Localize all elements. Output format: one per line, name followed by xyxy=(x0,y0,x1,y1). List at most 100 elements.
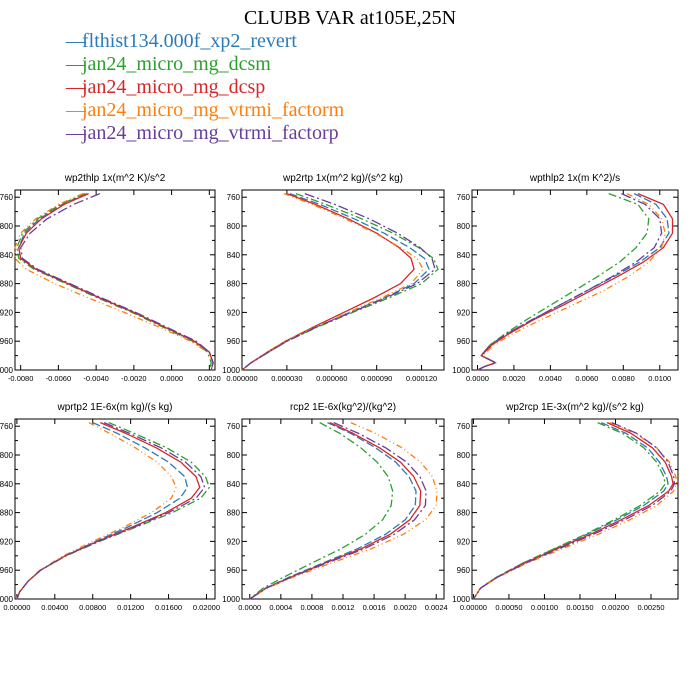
series-line-3 xyxy=(241,192,415,371)
y-tick-label: 960 xyxy=(457,337,471,346)
series-line-3 xyxy=(249,422,422,600)
panel-title: wp2rtp 1x(m^2 kg)/(s^2 kg) xyxy=(282,173,403,184)
x-tick-label: 0.01200 xyxy=(117,603,144,612)
y-tick-label: 960 xyxy=(227,566,241,575)
legend-line-swatch: — xyxy=(66,76,86,98)
y-tick-label: 880 xyxy=(227,509,241,518)
legend-entry: —jan24_micro_mg_vtrmi_factorm xyxy=(66,99,344,122)
x-tick-label: 0.00250 xyxy=(637,603,664,612)
y-tick-label: 920 xyxy=(227,537,241,546)
y-tick-label: 880 xyxy=(457,509,471,518)
x-tick-label: 0.0080 xyxy=(612,374,635,383)
figure-title: CLUBB VAR at105E,25N xyxy=(243,7,457,29)
x-tick-label: 0.0000 xyxy=(160,374,183,383)
series-line-3 xyxy=(18,193,214,371)
y-tick-label: 960 xyxy=(457,566,471,575)
series-line-5 xyxy=(16,422,206,600)
legend-line-swatch: — xyxy=(66,99,86,121)
plot-frame xyxy=(471,418,679,600)
y-tick-label: 920 xyxy=(0,308,14,317)
y-tick-label: 1000 xyxy=(222,595,240,604)
y-tick-label: 920 xyxy=(227,308,241,317)
series-line-1 xyxy=(477,193,670,371)
panel-4: wprtp2 1E-6x(m kg)/(s kg) 760 800 840 880 920… xyxy=(0,402,220,612)
x-tick-label: -0.0060 xyxy=(46,374,71,383)
y-tick-label: 960 xyxy=(0,337,14,346)
y-tick-label: 760 xyxy=(227,422,241,431)
series-line-5 xyxy=(472,422,676,600)
x-tick-label: 0.00150 xyxy=(566,603,593,612)
series-line-1 xyxy=(249,422,417,600)
y-tick-label: 840 xyxy=(227,251,241,260)
series-line-2 xyxy=(249,422,394,600)
x-tick-label: 0.00400 xyxy=(41,603,68,612)
y-tick-label: 840 xyxy=(227,480,241,489)
legend-entry: —jan24_micro_mg_vtrmi_factorp xyxy=(66,122,344,145)
series-line-5 xyxy=(477,193,663,371)
series-line-2 xyxy=(472,422,666,600)
x-tick-label: 0.000000 xyxy=(226,374,257,383)
series-line-3 xyxy=(477,193,674,371)
x-tick-label: 0.00100 xyxy=(531,603,558,612)
y-tick-label: 800 xyxy=(457,222,471,231)
plot-frame xyxy=(471,189,679,371)
legend-entry: —jan24_micro_mg_dcsm xyxy=(66,53,344,76)
legend-entry: —jan24_micro_mg_dcsp xyxy=(66,76,344,99)
x-tick-label: 0.000060 xyxy=(316,374,347,383)
x-tick-label: 0.0012 xyxy=(332,603,355,612)
x-tick-label: 0.000090 xyxy=(361,374,392,383)
x-tick-label: -0.0080 xyxy=(8,374,33,383)
y-tick-label: 760 xyxy=(0,422,14,431)
x-tick-label: 0.00800 xyxy=(79,603,106,612)
x-tick-label: 0.000120 xyxy=(406,374,437,383)
x-tick-label: -0.0020 xyxy=(121,374,146,383)
series-line-1 xyxy=(18,193,214,371)
x-tick-label: 0.0040 xyxy=(539,374,562,383)
y-tick-label: 960 xyxy=(0,566,14,575)
x-tick-label: 0.0020 xyxy=(198,374,221,383)
y-tick-label: 1000 xyxy=(0,595,14,604)
panel-3: wpthlp2 1x(m K^2)/s 760 800 840 880 920 960 100… xyxy=(452,173,679,383)
legend-line-swatch: — xyxy=(66,122,86,144)
x-tick-label: 0.0000 xyxy=(238,603,261,612)
x-tick-label: 0.00000 xyxy=(460,603,487,612)
y-tick-label: 840 xyxy=(0,251,14,260)
y-tick-label: 1000 xyxy=(452,366,470,375)
legend-label: jan24_micro_mg_vtrmi_factorm xyxy=(82,99,345,121)
x-tick-label: 0.0016 xyxy=(363,603,386,612)
legend-line-swatch: — xyxy=(66,30,86,52)
plot-frame xyxy=(14,418,216,600)
series-line-4 xyxy=(477,193,666,371)
series-line-2 xyxy=(477,192,650,371)
panel-5: rcp2 1E-6x(kg^2)/(kg^2) 760 800 840 880 920 96… xyxy=(222,402,448,612)
y-tick-label: 800 xyxy=(227,222,241,231)
y-tick-label: 880 xyxy=(457,280,471,289)
x-tick-label: -0.0040 xyxy=(83,374,108,383)
series-line-5 xyxy=(20,192,214,371)
y-tick-label: 840 xyxy=(457,480,471,489)
legend-line-swatch: — xyxy=(66,53,86,75)
x-tick-label: 0.00050 xyxy=(495,603,522,612)
x-tick-label: 0.0000 xyxy=(466,374,489,383)
y-tick-label: 760 xyxy=(0,193,14,202)
x-tick-label: 0.000030 xyxy=(271,374,302,383)
y-tick-label: 800 xyxy=(227,451,241,460)
panel-title: wp2thlp 1x(m^2 K)/s^2 xyxy=(64,173,166,184)
panel-2: wp2rtp 1x(m^2 kg)/(s^2 kg) 760 800 840 880 92… xyxy=(222,173,445,383)
x-tick-label: 0.0004 xyxy=(269,603,292,612)
y-tick-label: 1000 xyxy=(0,366,14,375)
series-line-2 xyxy=(16,422,210,600)
y-tick-label: 760 xyxy=(457,193,471,202)
x-tick-label: 0.0008 xyxy=(300,603,323,612)
panel-title: rcp2 1E-6x(kg^2)/(kg^2) xyxy=(290,402,396,413)
y-tick-label: 800 xyxy=(457,451,471,460)
panel-title: wprtp2 1E-6x(m kg)/(s kg) xyxy=(56,402,172,413)
series-line-4 xyxy=(14,193,214,371)
x-tick-label: 0.00200 xyxy=(602,603,629,612)
x-tick-label: 0.0024 xyxy=(425,603,448,612)
x-tick-label: 0.00000 xyxy=(3,603,30,612)
plot-frame xyxy=(241,418,445,600)
x-tick-label: 0.0020 xyxy=(502,374,525,383)
series-line-4 xyxy=(16,422,177,600)
